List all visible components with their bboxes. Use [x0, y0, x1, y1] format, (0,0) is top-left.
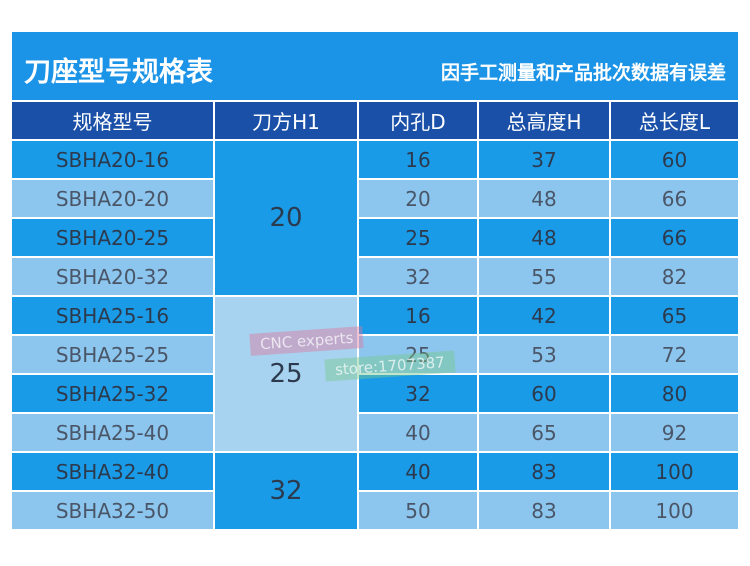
model-cell: SBHA25-25 [12, 336, 213, 373]
h1-cell: 25 [215, 297, 357, 451]
note: 因手工测量和产品批次数据有误差 [440, 62, 726, 84]
value-cell: 40 [359, 414, 477, 451]
value-cell: 66 [611, 180, 738, 217]
column-header: 内孔D [359, 102, 477, 139]
title-bar [12, 32, 738, 100]
value-cell: 16 [359, 141, 477, 178]
h1-cell: 20 [215, 141, 357, 295]
value-cell: 48 [479, 180, 609, 217]
value-cell: 92 [611, 414, 738, 451]
column-header: 刀方H1 [215, 102, 357, 139]
value-cell: 25 [359, 336, 477, 373]
value-cell: 32 [359, 258, 477, 295]
value-cell: 37 [479, 141, 609, 178]
value-cell: 100 [611, 492, 738, 529]
value-cell: 32 [359, 375, 477, 412]
value-cell: 65 [611, 297, 738, 334]
value-cell: 20 [359, 180, 477, 217]
value-cell: 60 [611, 141, 738, 178]
value-cell: 83 [479, 492, 609, 529]
value-cell: 42 [479, 297, 609, 334]
column-header: 规格型号 [12, 102, 213, 139]
value-cell: 80 [611, 375, 738, 412]
value-cell: 50 [359, 492, 477, 529]
h1-cell: 32 [215, 453, 357, 529]
model-cell: SBHA25-40 [12, 414, 213, 451]
value-cell: 82 [611, 258, 738, 295]
title: 刀座型号规格表 [24, 57, 213, 88]
model-cell: SBHA20-16 [12, 141, 213, 178]
value-cell: 83 [479, 453, 609, 490]
value-cell: 48 [479, 219, 609, 256]
value-cell: 16 [359, 297, 477, 334]
value-cell: 53 [479, 336, 609, 373]
value-cell: 66 [611, 219, 738, 256]
column-header: 总高度H [479, 102, 609, 139]
model-cell: SBHA25-16 [12, 297, 213, 334]
value-cell: 60 [479, 375, 609, 412]
model-cell: SBHA32-50 [12, 492, 213, 529]
value-cell: 72 [611, 336, 738, 373]
value-cell: 55 [479, 258, 609, 295]
model-cell: SBHA32-40 [12, 453, 213, 490]
column-header: 总长度L [611, 102, 738, 139]
value-cell: 100 [611, 453, 738, 490]
model-cell: SBHA20-32 [12, 258, 213, 295]
value-cell: 40 [359, 453, 477, 490]
value-cell: 65 [479, 414, 609, 451]
model-cell: SBHA20-20 [12, 180, 213, 217]
value-cell: 25 [359, 219, 477, 256]
model-cell: SBHA25-32 [12, 375, 213, 412]
model-cell: SBHA20-25 [12, 219, 213, 256]
